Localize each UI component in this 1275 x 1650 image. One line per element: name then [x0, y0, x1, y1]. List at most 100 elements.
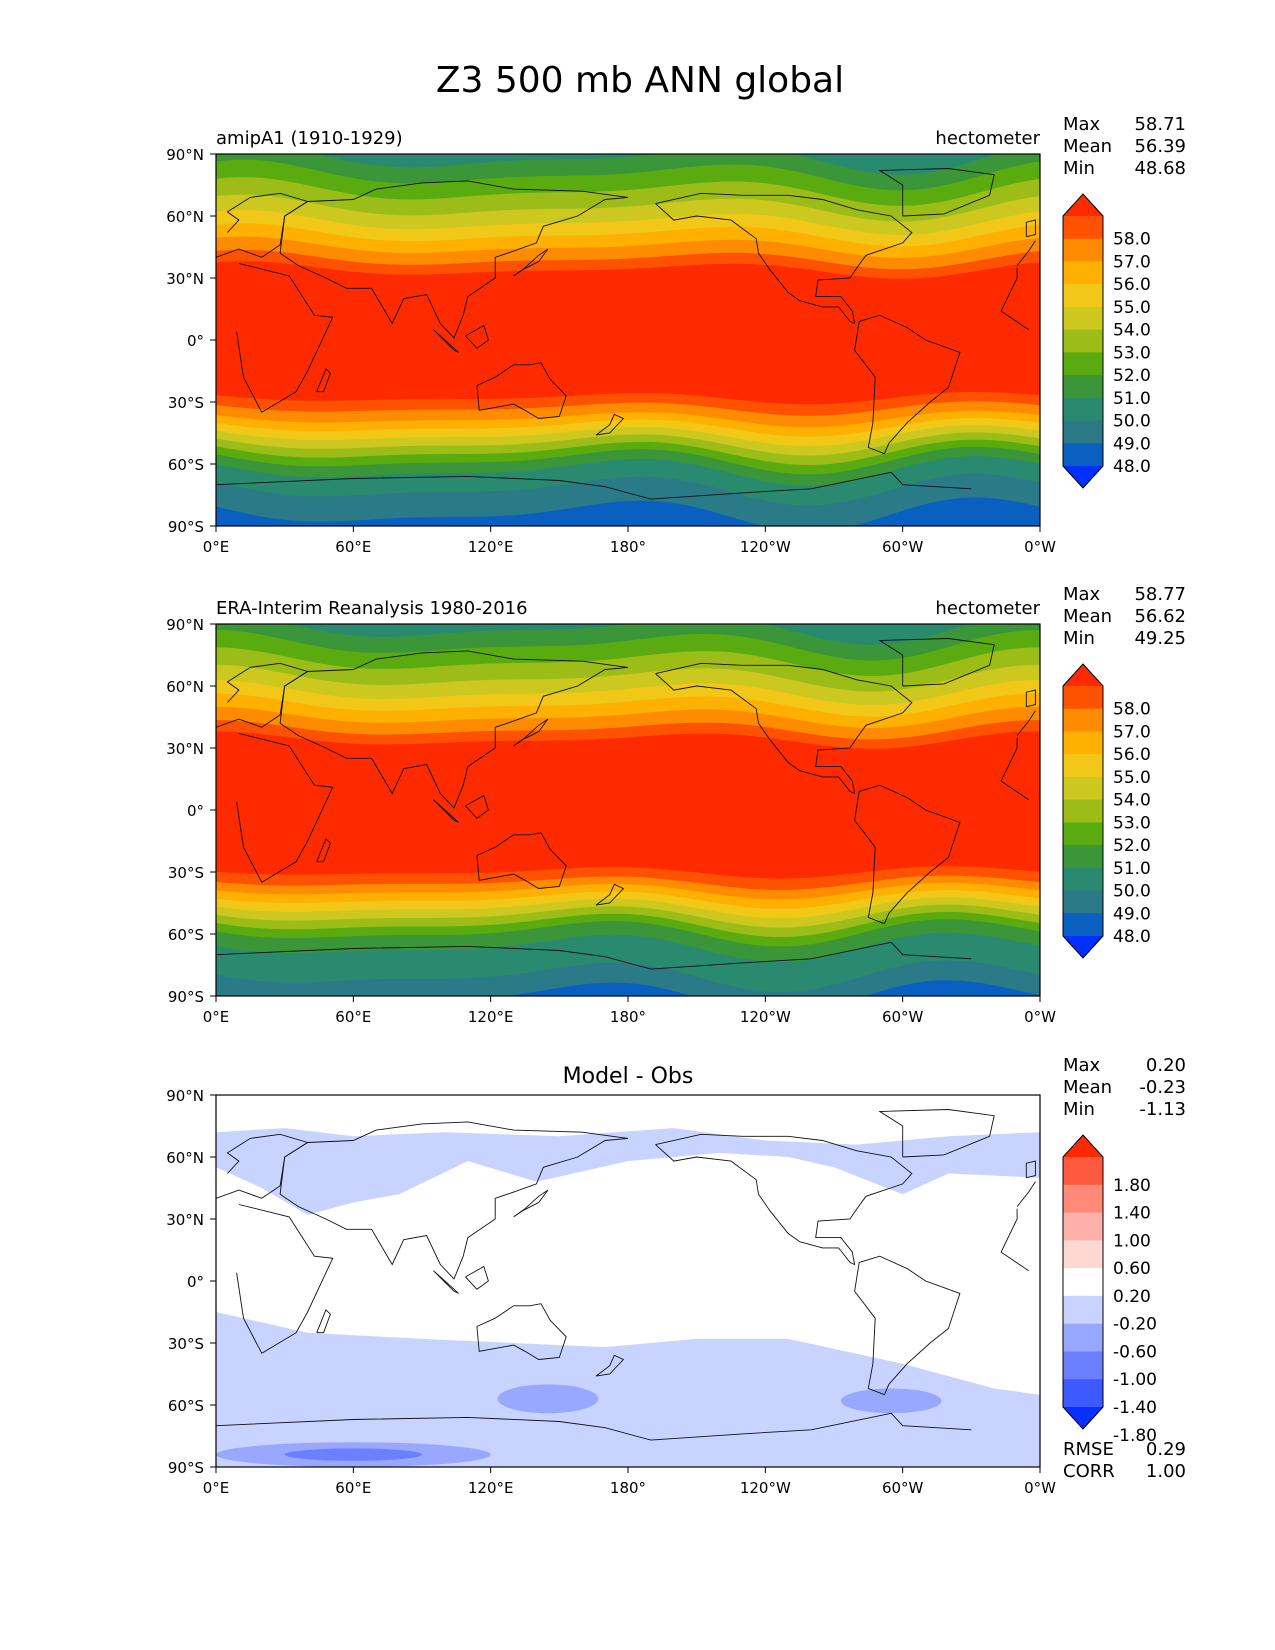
- coastline-8: [513, 718, 549, 747]
- lon-tick-label: 0°W: [1024, 1008, 1056, 1026]
- coastline-13: [1025, 219, 1036, 238]
- colorbar-swatch: [1063, 238, 1103, 262]
- colorbar-swatch: [1063, 1212, 1103, 1241]
- colorbar-swatch: [1063, 1379, 1103, 1408]
- coastline-6: [854, 784, 961, 925]
- coastline-7: [216, 471, 972, 500]
- stat-label-mean: Mean: [1063, 136, 1112, 157]
- coastline-10: [316, 1309, 331, 1334]
- diff-region-north: [216, 1128, 1040, 1215]
- coastline-8: [513, 1189, 549, 1218]
- stat-label-mean: Mean: [1063, 606, 1112, 627]
- colorbar-extend-top: [1063, 664, 1103, 686]
- lat-tick-label: 30°S: [168, 1335, 204, 1353]
- panel-title: amipA1 (1910-1929): [216, 128, 403, 149]
- stat-value-max: 58.71: [1134, 114, 1186, 135]
- field-band-south: [216, 497, 1040, 526]
- diff-region-medium: [840, 1388, 942, 1414]
- lat-tick-label: 60°S: [168, 1397, 204, 1415]
- lat-tick-label: 90°N: [166, 1087, 204, 1105]
- colorbar-label: 53.0: [1113, 813, 1151, 833]
- colorbar-swatch: [1063, 443, 1103, 467]
- colorbar-label: 52.0: [1113, 366, 1151, 386]
- stat-label-mean: Mean: [1063, 1077, 1112, 1098]
- colorbar-swatch: [1063, 867, 1103, 892]
- stat-value-corr: 1.00: [1146, 1461, 1186, 1482]
- colorbar-swatch: [1063, 397, 1103, 422]
- colorbar-label: -1.00: [1113, 1370, 1157, 1390]
- colorbar-label: 58.0: [1113, 230, 1151, 250]
- lon-tick-label: 0°W: [1024, 1479, 1056, 1497]
- colorbar-label: 55.0: [1113, 298, 1151, 318]
- panel-diff: 0°E 60°E 120°E 180° 120°W 60°W 0°W 90°N 60°N 30°N…: [166, 1055, 1186, 1497]
- lon-tick-label: 60°W: [882, 538, 924, 556]
- coastline-3: [476, 832, 567, 889]
- lat-tick-label: 90°N: [166, 146, 204, 164]
- colorbar-label: 54.0: [1113, 791, 1151, 811]
- coastlines: [216, 1109, 1036, 1441]
- field-band-south: [216, 473, 1040, 526]
- lat-tick-label: 0°: [187, 802, 204, 820]
- colorbar-label: -1.40: [1113, 1398, 1157, 1418]
- colorbar-label: 0.60: [1113, 1259, 1151, 1279]
- colorbar-swatch: [1063, 776, 1103, 801]
- lat-tick-label: 30°N: [166, 740, 204, 758]
- colorbar-label: 56.0: [1113, 275, 1151, 295]
- colorbar-swatch: [1063, 845, 1103, 869]
- colorbar-swatch: [1063, 913, 1103, 937]
- colorbar-swatch: [1063, 731, 1103, 755]
- map-frame: [215, 1094, 1041, 1468]
- map-frame: [215, 153, 1041, 527]
- stat-label-max: Max: [1063, 584, 1101, 605]
- colorbar-outline: [1062, 1134, 1104, 1430]
- panel-title: ERA-Interim Reanalysis 1980-2016: [216, 598, 528, 619]
- stat-label-min: Min: [1063, 158, 1095, 179]
- lon-tick-label: 60°W: [882, 1008, 924, 1026]
- coastline-10: [316, 838, 331, 863]
- coastline-3: [476, 1303, 567, 1360]
- coastline-4: [655, 192, 913, 325]
- colorbar-swatch: [1063, 375, 1103, 399]
- colorbar-label: -0.20: [1113, 1315, 1157, 1335]
- colorbar-swatch: [1063, 754, 1103, 778]
- lon-tick-label: 0°W: [1024, 538, 1056, 556]
- coastlines: [216, 168, 1036, 500]
- colorbar-swatch: [1063, 216, 1103, 240]
- stat-label-corr: CORR: [1063, 1461, 1115, 1482]
- lon-tick-label: 0°E: [203, 538, 230, 556]
- lat-tick-label: 90°N: [166, 616, 204, 634]
- coastline-11: [433, 1270, 459, 1294]
- colorbar-swatch: [1063, 1351, 1103, 1380]
- coastline-5: [878, 638, 995, 687]
- colorbar-label: 51.0: [1113, 859, 1151, 879]
- colorbar-swatch: [1063, 352, 1103, 376]
- coastline-9: [595, 883, 625, 906]
- colorbar-swatch: [1063, 420, 1103, 444]
- colorbar-label: 1.80: [1113, 1176, 1151, 1196]
- coastline-13: [1025, 1160, 1036, 1179]
- colorbar-label: 57.0: [1113, 722, 1151, 742]
- colorbar-label: 1.40: [1113, 1204, 1151, 1224]
- panel-obs: 0°E 60°E 120°E 180° 120°W 60°W 0°W 90°N 60°N 30°N…: [166, 584, 1186, 1026]
- colorbar-label: 56.0: [1113, 745, 1151, 765]
- lat-tick-label: 60°N: [166, 1149, 204, 1167]
- lon-tick-label: 60°E: [335, 538, 371, 556]
- coastline-6: [854, 314, 961, 455]
- coastline-5: [878, 168, 995, 217]
- colorbar-label: 53.0: [1113, 343, 1151, 363]
- coastline-9: [595, 1354, 625, 1377]
- colorbar-swatch: [1063, 329, 1103, 353]
- lat-tick-label: 90°S: [168, 988, 204, 1006]
- colorbar-swatch: [1063, 1157, 1103, 1186]
- panel-units: hectometer: [935, 128, 1040, 149]
- lon-tick-label: 120°E: [468, 538, 514, 556]
- colorbar-label: 58.0: [1113, 700, 1151, 720]
- lon-tick-label: 60°W: [882, 1479, 924, 1497]
- stat-label-min: Min: [1063, 1099, 1095, 1120]
- lon-tick-label: 120°E: [468, 1008, 514, 1026]
- colorbar-label: 54.0: [1113, 321, 1151, 341]
- coastline-2: [279, 180, 629, 339]
- lat-tick-label: 0°: [187, 1273, 204, 1291]
- coastline-11: [433, 799, 459, 823]
